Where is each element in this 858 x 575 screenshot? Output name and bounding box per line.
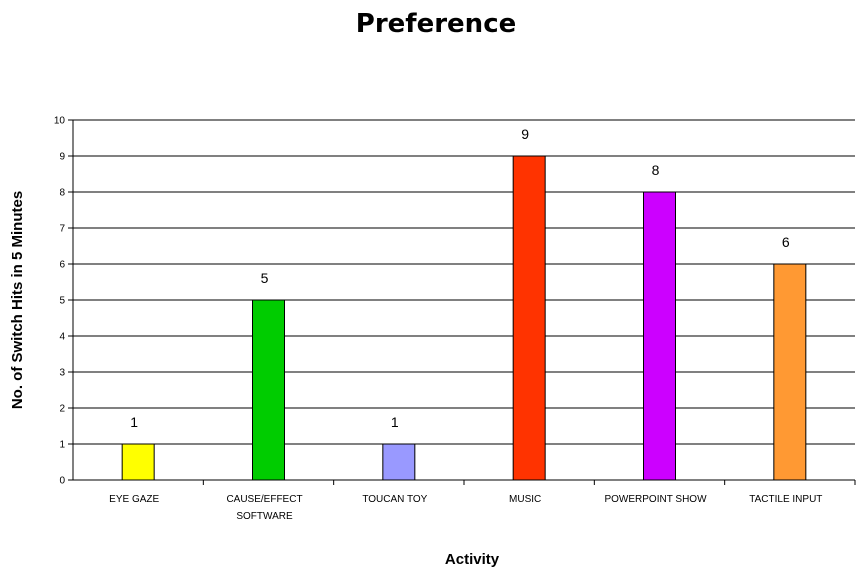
data-label: 6: [782, 234, 790, 250]
y-tick-label: 0: [59, 476, 65, 487]
x-category-label: CAUSE/EFFECT: [226, 494, 302, 505]
y-tick-label: 2: [59, 404, 65, 415]
bar: [382, 443, 416, 481]
bar: [643, 191, 676, 481]
gridlines: [73, 119, 855, 445]
x-category-label: TOUCAN TOY: [362, 494, 427, 505]
x-category-label: TACTILE INPUT: [749, 494, 822, 505]
y-tick-label: 7: [59, 224, 65, 235]
data-label: 1: [130, 414, 138, 430]
y-tick-label: 9: [59, 152, 65, 163]
y-tick-label: 5: [59, 296, 65, 307]
bar: [252, 299, 285, 481]
y-tick-label: 4: [59, 332, 65, 343]
y-tick-label: 6: [59, 260, 65, 271]
x-category-label: SOFTWARE: [236, 511, 293, 522]
bar: [773, 263, 807, 481]
bar: [121, 443, 155, 481]
x-category-label: MUSIC: [509, 494, 541, 505]
chart-title: Preference: [356, 9, 516, 39]
bar: [512, 155, 546, 481]
y-tick-label: 8: [59, 188, 65, 199]
axes: [68, 119, 856, 485]
data-label: 1: [391, 414, 399, 430]
x-axis-title: Activity: [445, 551, 500, 568]
x-category-label: EYE GAZE: [109, 494, 159, 505]
y-tick-label: 10: [54, 116, 66, 127]
labels: 0 1 2 3 4 5 6 7 8 9 10 1 EYE GAZE 5 CAUSE/EFFECT SOFTWA…: [54, 116, 823, 523]
data-label: 5: [261, 270, 269, 286]
data-label: 9: [521, 126, 529, 142]
data-label: 8: [652, 162, 660, 178]
y-tick-label: 3: [59, 368, 65, 379]
x-category-label: POWERPOINT SHOW: [604, 494, 707, 505]
bars: [121, 155, 807, 481]
y-axis-title: No. of Switch Hits in 5 Minutes: [9, 191, 26, 409]
y-tick-label: 1: [59, 440, 65, 451]
